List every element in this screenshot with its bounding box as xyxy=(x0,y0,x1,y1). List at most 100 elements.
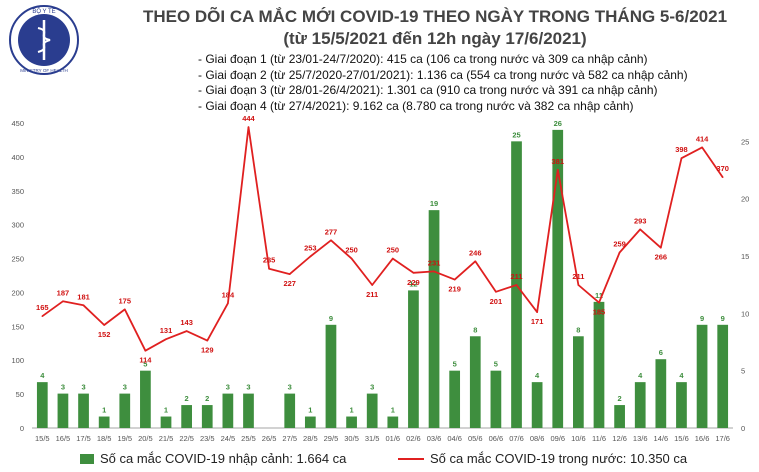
bar-imported xyxy=(325,324,337,428)
title-line-2: (từ 15/5/2021 đến 12h ngày 17/6/2021) xyxy=(283,29,587,48)
line-point xyxy=(639,228,642,231)
bar-data-label: 2 xyxy=(618,394,622,403)
bar-imported xyxy=(304,416,316,428)
bar-data-label: 9 xyxy=(329,314,333,323)
left-axis-tick: 350 xyxy=(11,187,24,196)
line-point xyxy=(515,284,518,286)
x-axis-tick: 02/6 xyxy=(406,434,421,443)
bar-data-label: 9 xyxy=(721,314,725,323)
bar-imported xyxy=(469,336,481,428)
legend-label-domestic: Số ca mắc COVID-19 trong nước: 10.350 ca xyxy=(430,451,688,466)
line-data-label: 211 xyxy=(572,272,584,281)
bar-data-label: 5 xyxy=(453,360,457,369)
line-point xyxy=(680,157,683,160)
x-axis-tick: 21/5 xyxy=(159,434,174,443)
x-axis-tick: 23/5 xyxy=(200,434,215,443)
phase-3: - Giai đoạn 3 (từ 28/01-26/4/2021): 1.30… xyxy=(198,83,658,97)
line-point xyxy=(206,339,209,342)
right-axis-tick: 25 xyxy=(741,137,749,146)
bar-data-label: 2 xyxy=(185,394,189,403)
line-point xyxy=(433,270,435,273)
phase-1: - Giai đoạn 1 (từ 23/01-24/7/2020): 415 … xyxy=(198,52,648,66)
line-point xyxy=(288,273,291,275)
line-data-label: 211 xyxy=(510,272,522,281)
x-axis-tick: 17/5 xyxy=(76,434,91,443)
line-point xyxy=(556,168,559,171)
chart-title: THEO DÕI CA MẮC MỚI COVID-19 THEO NGÀY T… xyxy=(120,6,750,50)
x-axis-tick: 17/6 xyxy=(715,434,730,443)
bar-data-label: 1 xyxy=(391,406,395,415)
bar-imported xyxy=(387,416,399,428)
bar-imported xyxy=(593,301,605,428)
line-point xyxy=(62,300,64,303)
bar-data-label: 1 xyxy=(308,406,312,415)
bar-imported xyxy=(201,405,213,428)
line-data-label: 253 xyxy=(304,244,317,253)
x-axis-tick: 12/6 xyxy=(612,434,627,443)
line-point xyxy=(660,246,662,249)
bar-imported xyxy=(140,370,151,428)
bar-data-label: 12 xyxy=(409,279,417,288)
line-data-label: 131 xyxy=(160,326,173,335)
line-data-label: 175 xyxy=(119,296,132,305)
left-axis-tick: 400 xyxy=(11,153,24,162)
bar-imported xyxy=(160,416,172,428)
legend-swatch-bar xyxy=(80,453,94,464)
bar-data-label: 3 xyxy=(246,383,250,392)
line-point xyxy=(330,239,332,242)
right-axis-tick: 0 xyxy=(741,424,745,433)
line-point xyxy=(165,338,167,341)
line-data-label: 381 xyxy=(551,157,564,166)
line-point xyxy=(577,284,580,286)
bar-data-label: 3 xyxy=(370,383,374,392)
bar-data-label: 9 xyxy=(700,314,704,323)
x-axis-tick: 24/5 xyxy=(221,434,236,443)
line-data-label: 129 xyxy=(201,346,214,355)
line-data-label: 187 xyxy=(57,288,70,297)
line-data-label: 250 xyxy=(345,246,358,255)
x-axis-tick: 31/5 xyxy=(365,434,380,443)
line-data-label: 219 xyxy=(448,285,461,294)
line-data-label: 266 xyxy=(655,253,668,262)
right-axis-tick: 5 xyxy=(741,367,745,376)
left-axis-tick: 100 xyxy=(11,356,24,365)
line-data-label: 293 xyxy=(634,216,647,225)
line-data-label: 184 xyxy=(222,290,235,299)
bar-data-label: 25 xyxy=(512,130,520,139)
line-point xyxy=(144,349,147,352)
bar-imported xyxy=(243,393,254,428)
x-axis-tick: 08/6 xyxy=(530,434,545,443)
line-domestic xyxy=(41,126,724,352)
line-point xyxy=(536,311,538,313)
bar-imported xyxy=(346,416,357,428)
bar-data-label: 4 xyxy=(40,371,45,380)
x-axis-tick: 11/6 xyxy=(592,434,606,443)
x-axis-tick: 16/6 xyxy=(695,434,710,443)
x-axis-tick: 01/6 xyxy=(386,434,401,443)
x-axis-tick: 19/5 xyxy=(117,434,132,443)
x-axis-tick: 14/6 xyxy=(654,434,669,443)
x-axis-tick: 18/5 xyxy=(97,434,112,443)
bar-data-label: 6 xyxy=(659,348,663,357)
line-data-label: 370 xyxy=(716,164,729,173)
line-data-label: 114 xyxy=(139,356,152,365)
line-point xyxy=(495,290,497,293)
x-axis-tick: 15/6 xyxy=(674,434,689,443)
bar-data-label: 5 xyxy=(494,360,498,369)
bar-imported xyxy=(614,405,625,428)
line-point xyxy=(618,251,621,254)
bar-data-label: 4 xyxy=(638,371,643,380)
phase-summary: - Giai đoạn 1 (từ 23/01-24/7/2020): 415 … xyxy=(198,52,688,114)
legend-label-imported: Số ca mắc COVID-19 nhập cảnh: 1.664 ca xyxy=(100,451,347,466)
bar-imported xyxy=(284,393,296,428)
line-data-label: 185 xyxy=(593,308,606,317)
left-axis-tick: 300 xyxy=(11,221,24,230)
line-point xyxy=(474,260,477,263)
x-axis-tick: 26/5 xyxy=(262,434,277,443)
bar-data-label: 19 xyxy=(430,199,438,208)
x-axis-tick: 15/5 xyxy=(35,434,50,443)
bar-data-label: 1 xyxy=(164,406,168,415)
line-point xyxy=(701,146,703,149)
left-axis-tick: 50 xyxy=(16,390,24,399)
bar-imported xyxy=(78,393,89,428)
